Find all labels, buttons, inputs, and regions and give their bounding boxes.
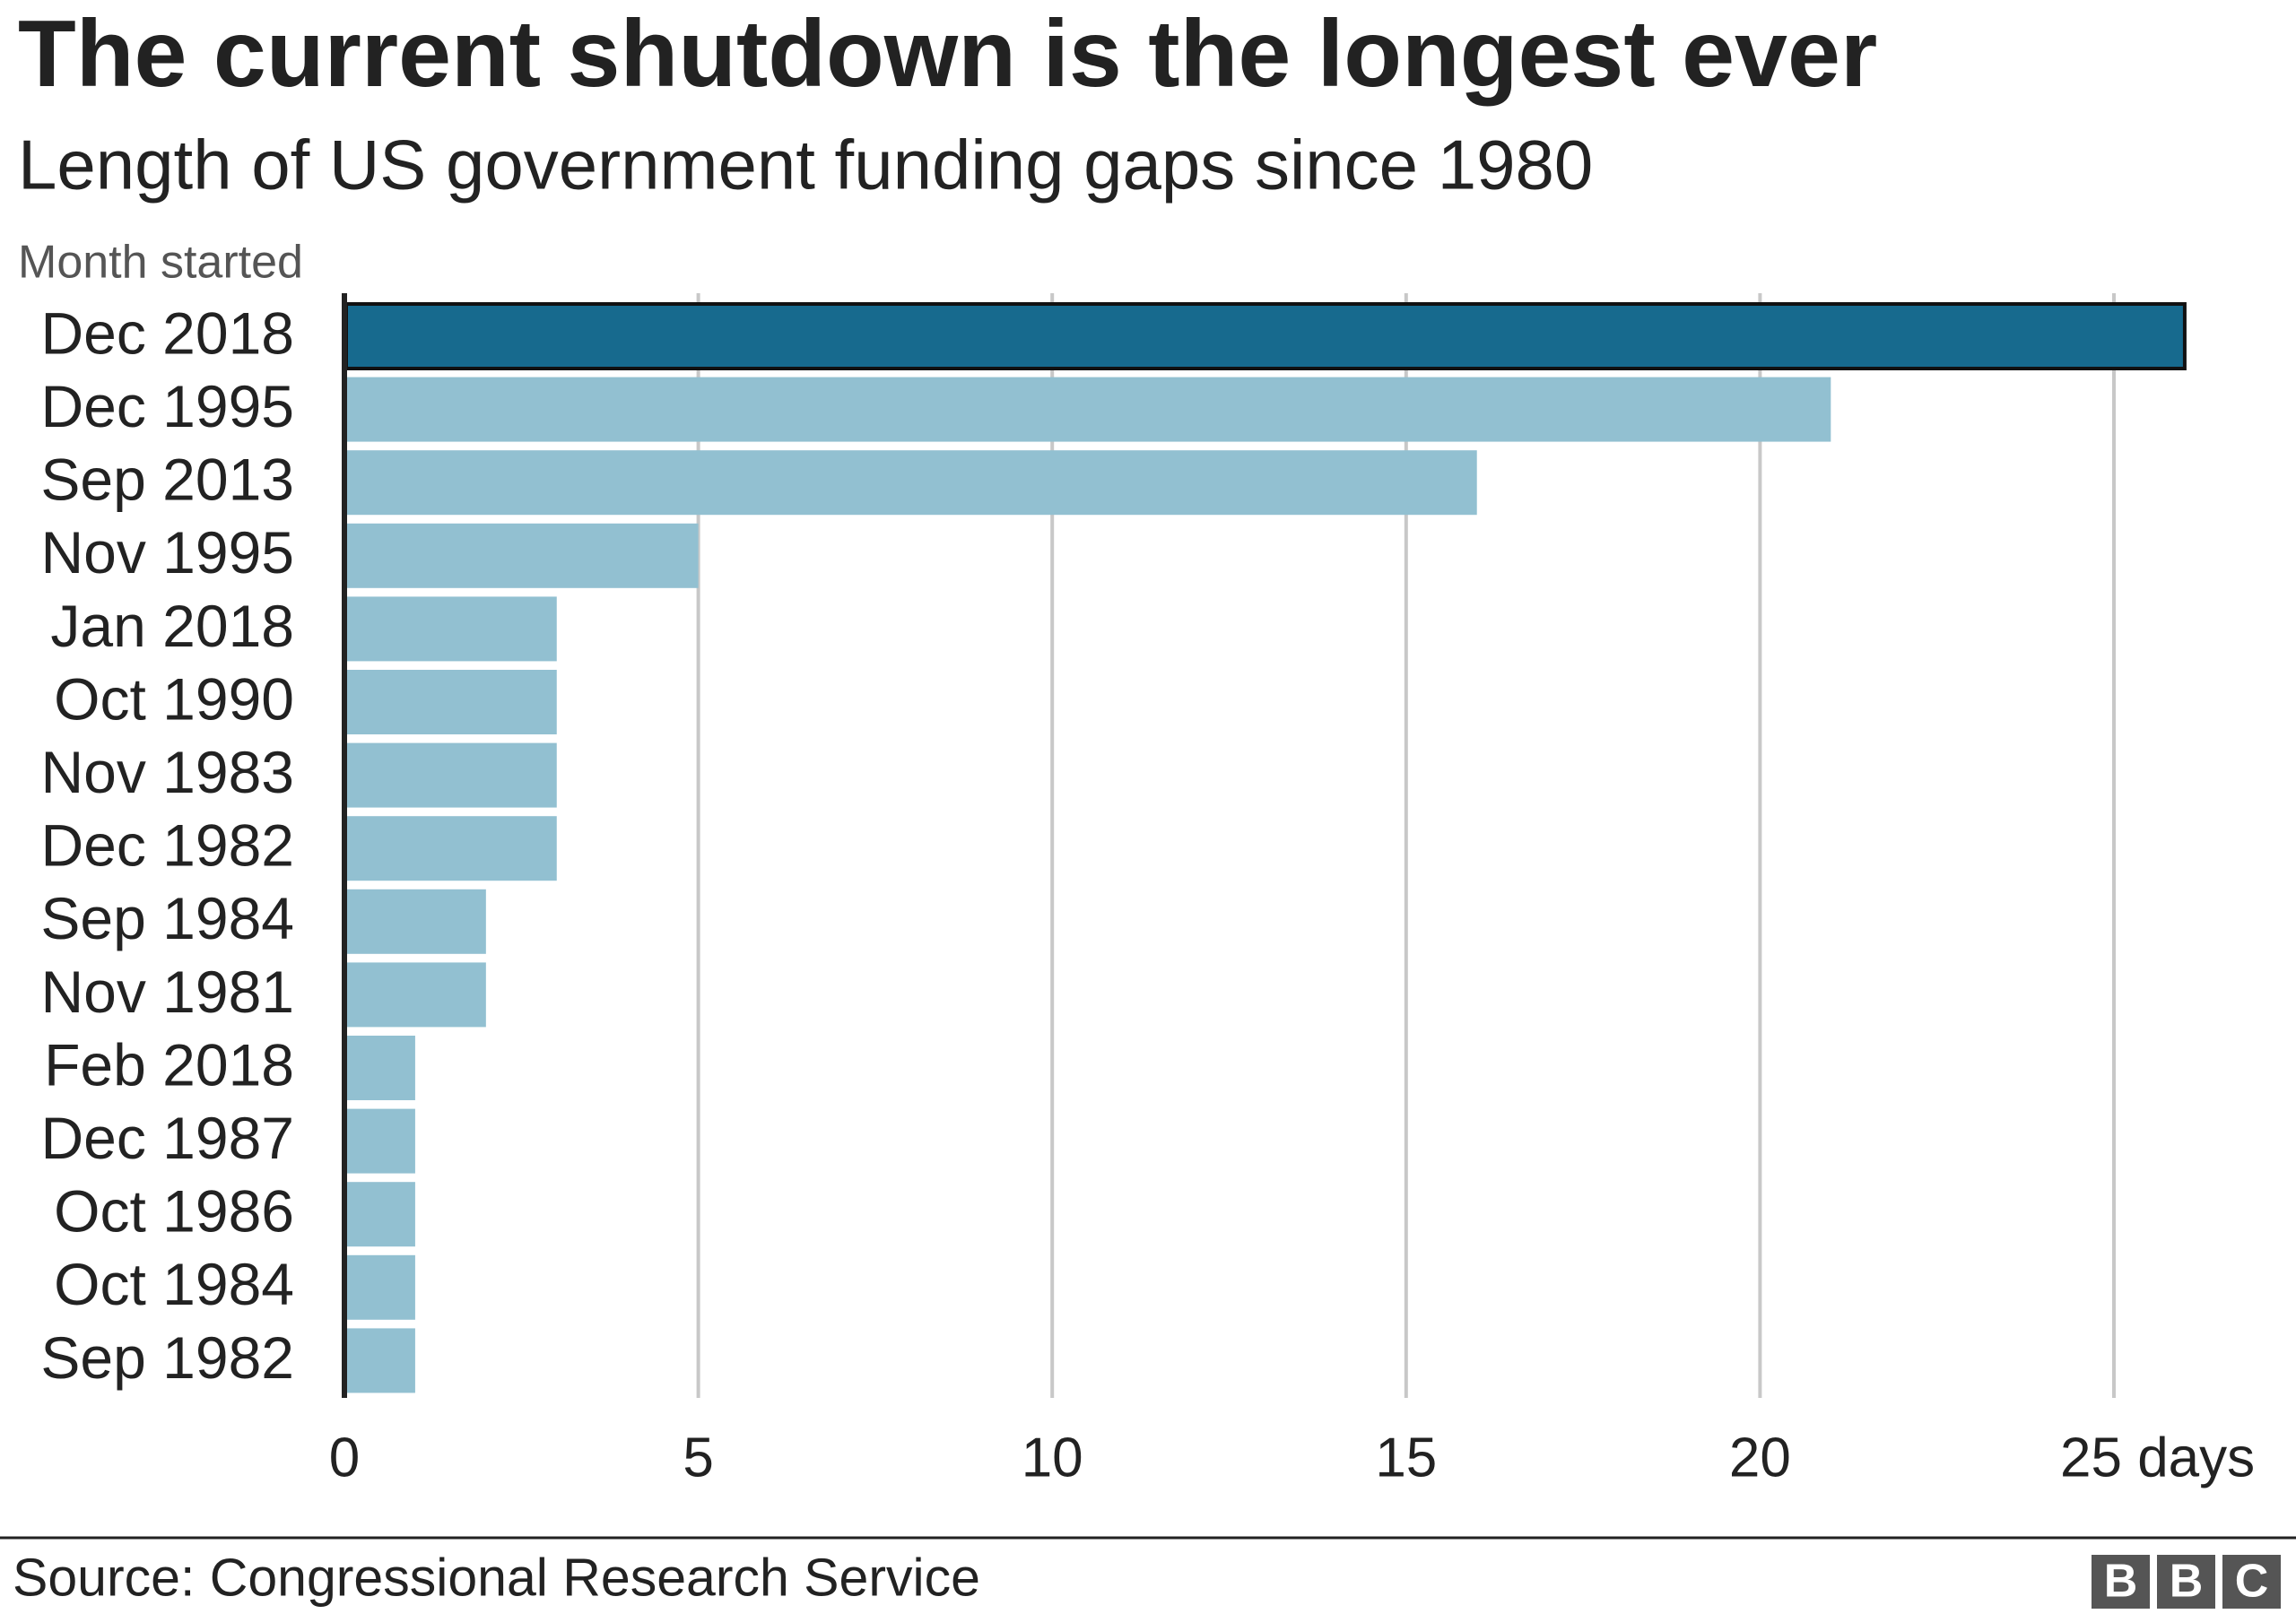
chart-subtitle: Length of US government funding gaps sin… — [18, 126, 1593, 204]
bar — [346, 377, 1831, 442]
bar — [346, 1036, 415, 1100]
bar — [346, 889, 486, 954]
bar — [346, 816, 557, 881]
bar — [346, 523, 699, 588]
logo-letter: C — [2235, 1556, 2269, 1608]
x-tick-label: 20 — [1729, 1427, 1791, 1488]
bar — [346, 1328, 415, 1393]
logo-letter: B — [2104, 1556, 2138, 1608]
bar — [346, 1254, 415, 1320]
y-tick-label: Sep 2013 — [40, 447, 294, 513]
y-tick-label: Nov 1981 — [40, 959, 294, 1025]
logo-box — [2157, 1555, 2215, 1609]
x-tick-label: 15 — [1375, 1427, 1437, 1488]
logo-box — [2222, 1555, 2281, 1609]
y-tick-label: Dec 1987 — [40, 1105, 294, 1171]
chart-title: The current shutdown is the longest ever — [18, 1, 1877, 107]
source: Source: Congressional Research Service — [13, 1549, 980, 1608]
bar — [346, 1182, 415, 1247]
y-tick-label: Sep 1982 — [40, 1324, 294, 1391]
y-tick-label: Jan 2018 — [50, 593, 294, 659]
y-tick-label: Nov 1983 — [40, 739, 294, 805]
y-tick-label: Dec 2018 — [40, 299, 294, 366]
y-tick-label: Nov 1995 — [40, 519, 294, 586]
bar — [346, 596, 557, 662]
logo-letter: B — [2170, 1556, 2204, 1608]
x-tick-label: 0 — [329, 1427, 360, 1488]
bar — [346, 962, 486, 1028]
y-tick-label: Dec 1982 — [40, 812, 294, 879]
y-tick-label: Feb 2018 — [44, 1031, 294, 1098]
bar — [346, 450, 1477, 516]
y-tick-label: Oct 1990 — [54, 665, 294, 732]
x-tick-label: 5 — [683, 1427, 713, 1488]
y-tick-label: Sep 1984 — [40, 885, 294, 951]
y-tick-label: Oct 1986 — [54, 1178, 294, 1245]
bar — [346, 1108, 415, 1174]
bar — [344, 302, 2187, 370]
logo-box — [2092, 1555, 2150, 1609]
y-tick-label: Oct 1984 — [54, 1251, 294, 1317]
x-tick-label: 10 — [1022, 1427, 1083, 1488]
y-tick-label: Dec 1995 — [40, 373, 294, 439]
bar — [346, 670, 557, 734]
y-axis-label: Month started — [18, 237, 303, 289]
x-tick-label: 25 days — [2060, 1427, 2255, 1488]
bar — [346, 742, 557, 808]
